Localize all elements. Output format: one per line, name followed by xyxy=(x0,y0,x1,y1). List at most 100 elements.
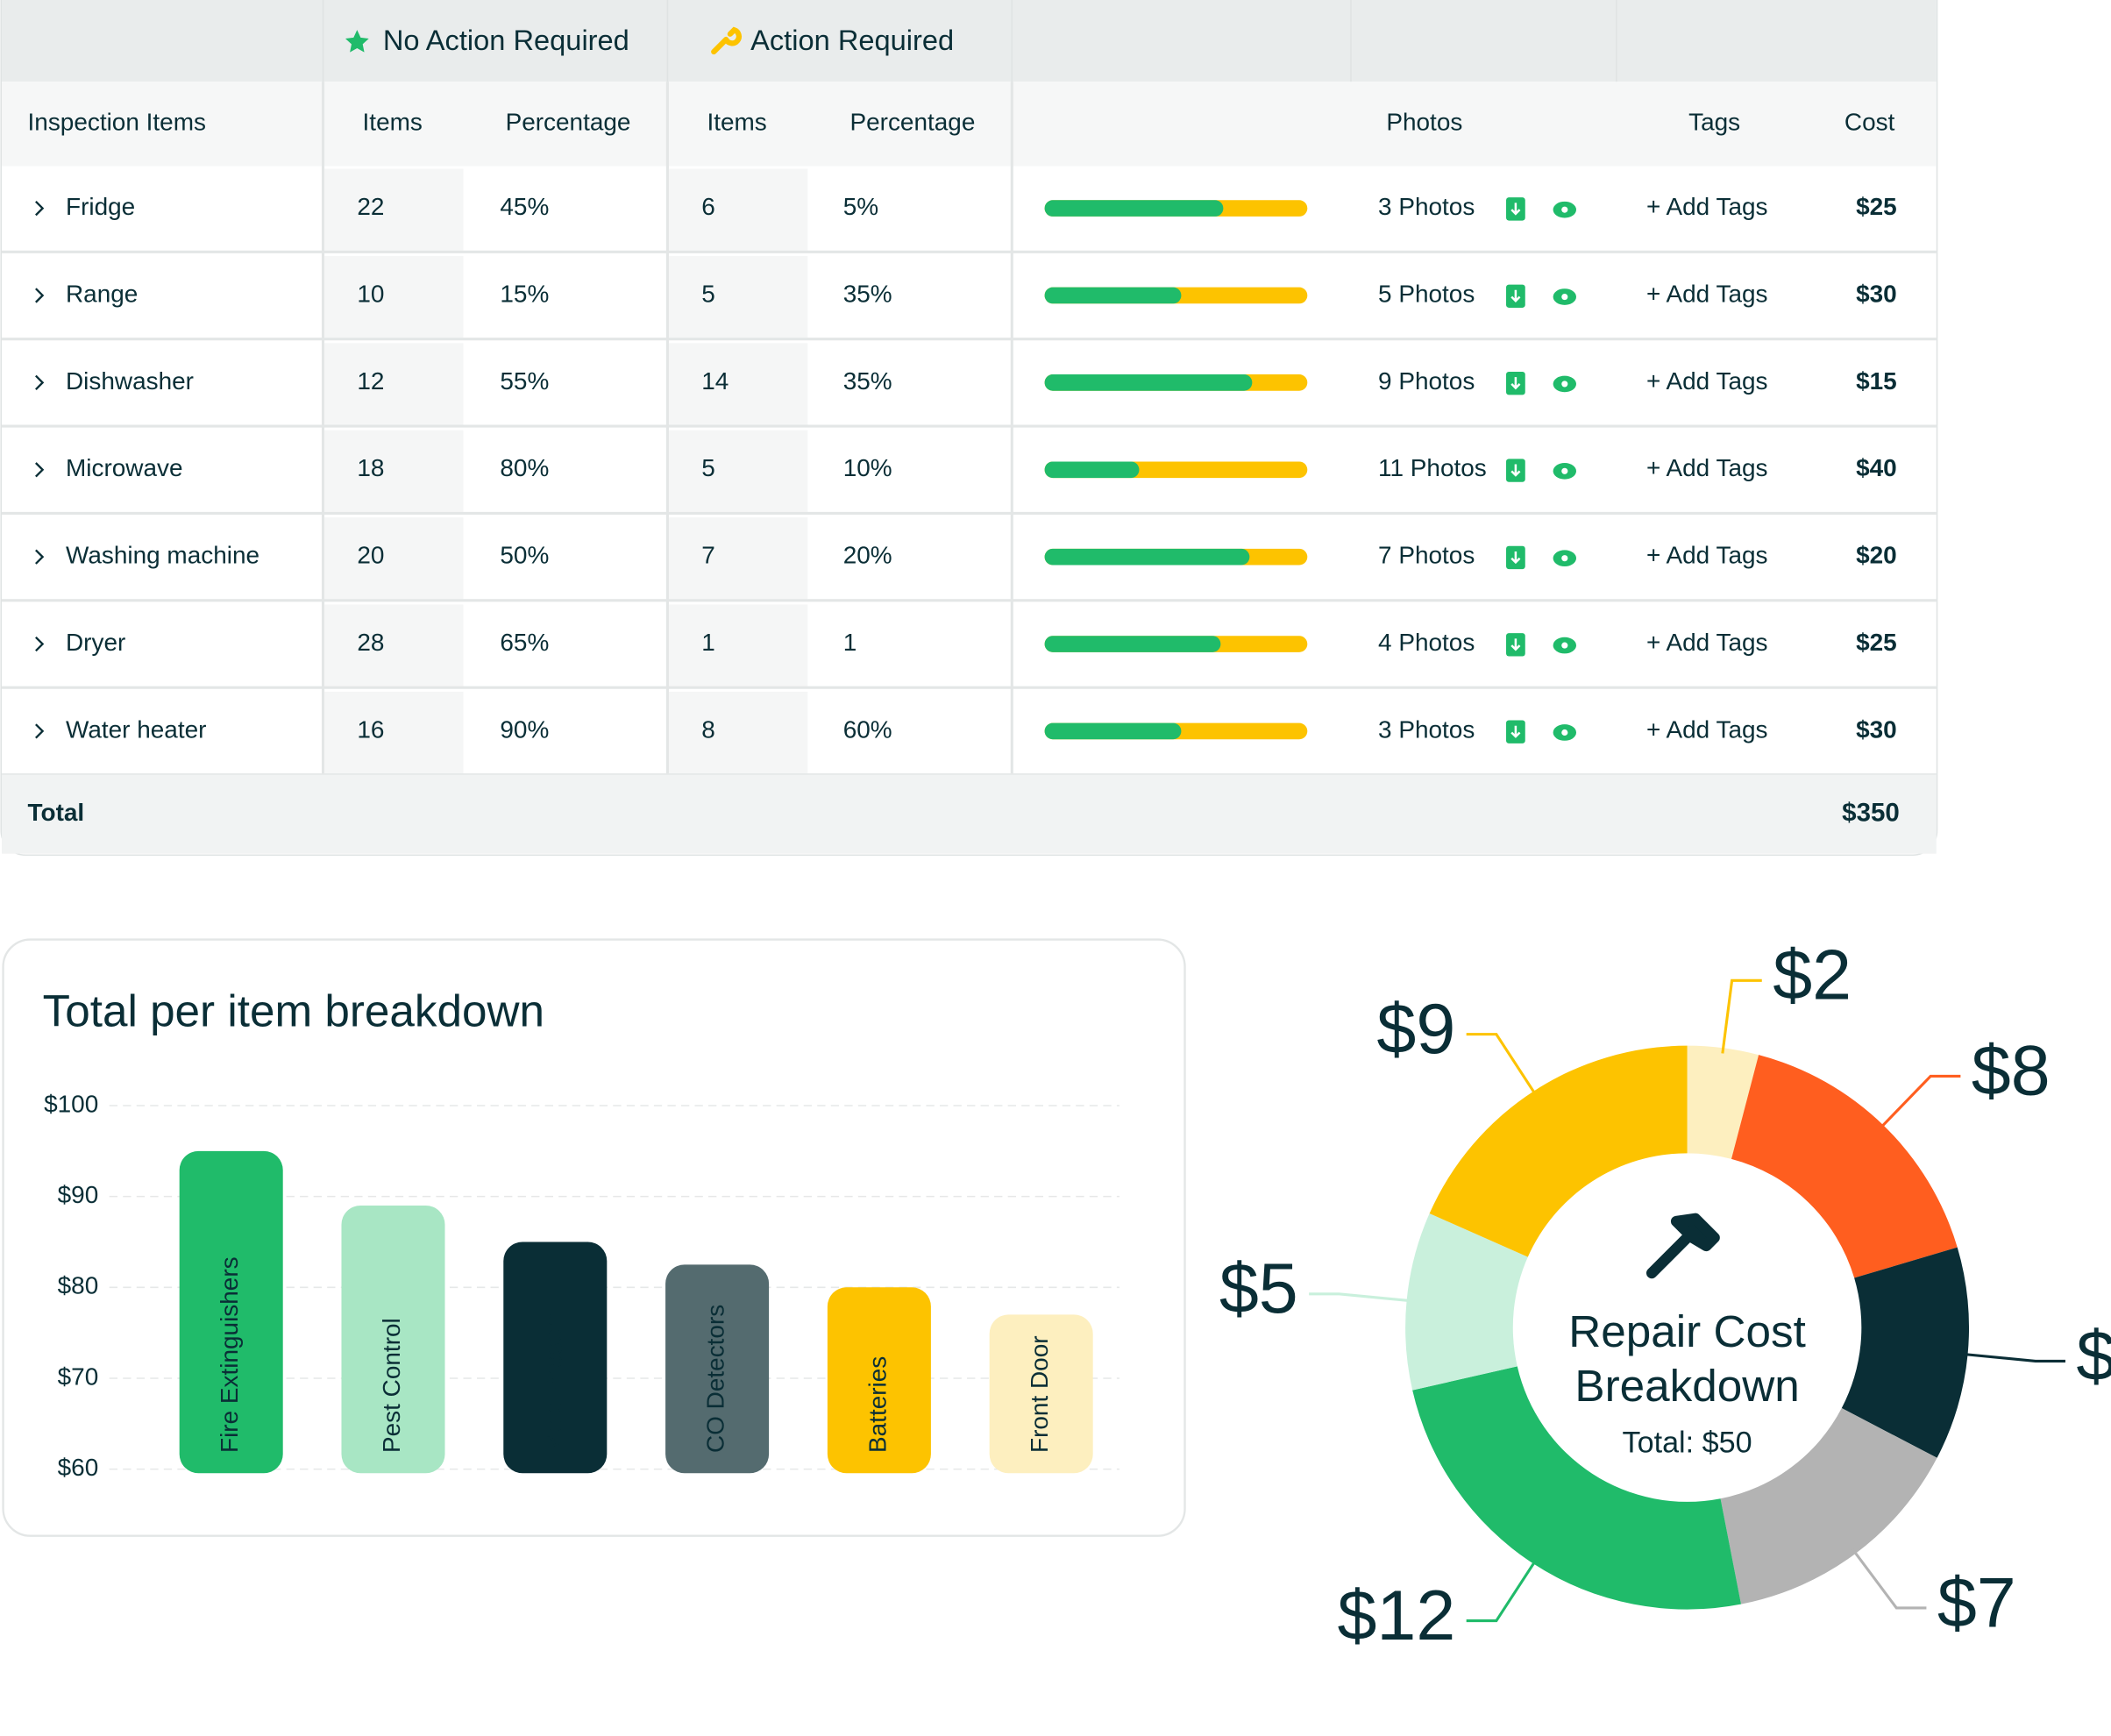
hammer-icon xyxy=(1645,1213,1720,1279)
expand-chevron[interactable] xyxy=(35,288,45,303)
leader-line xyxy=(1466,1033,1538,1097)
upload-arrow xyxy=(1510,203,1521,216)
items: 12 xyxy=(357,367,384,395)
items: 16 xyxy=(357,715,384,743)
value-label: $6 xyxy=(2076,1317,2111,1396)
upload-arrow xyxy=(1510,638,1521,651)
expand-chevron[interactable] xyxy=(35,636,45,652)
items-cell-bg xyxy=(668,343,808,425)
bar-label: Fire Extinguishers xyxy=(216,1256,243,1453)
photos[interactable]: 4 Photos xyxy=(1378,629,1475,656)
expand-chevron[interactable] xyxy=(35,374,45,390)
leader-line xyxy=(1466,1558,1538,1623)
total-value: $350 xyxy=(1842,798,1900,827)
items-cell-bg xyxy=(668,691,808,774)
y-tick-label: $70 xyxy=(58,1362,99,1390)
items: 1 xyxy=(701,629,715,656)
upload-arrow xyxy=(1510,725,1521,738)
column-header: Percentage xyxy=(849,109,975,136)
items: 22 xyxy=(357,193,384,220)
items: 5 xyxy=(701,280,715,307)
photos[interactable]: 3 Photos xyxy=(1378,715,1475,743)
donut-segment xyxy=(1412,1366,1742,1610)
column-header: Items xyxy=(363,109,423,136)
y-tick-label: $100 xyxy=(44,1090,98,1117)
items: 7 xyxy=(701,542,715,569)
view-pupil xyxy=(1561,642,1568,649)
donut-segment xyxy=(1731,1055,1958,1278)
total-row-bg xyxy=(2,774,1937,854)
percentage: 10% xyxy=(843,454,892,481)
view-pupil xyxy=(1561,467,1568,474)
donut-title: Repair Cost Breakdown xyxy=(1568,1306,1806,1410)
add-tags[interactable]: + Add Tags xyxy=(1646,629,1768,656)
cost: $25 xyxy=(1856,193,1897,220)
value-label: $12 xyxy=(1338,1576,1456,1655)
percentage: 80% xyxy=(500,454,549,481)
donut-segment xyxy=(1687,1045,1759,1159)
add-tags[interactable]: + Add Tags xyxy=(1646,193,1768,220)
add-tags[interactable]: + Add Tags xyxy=(1646,542,1768,569)
chart-title: Total per item breakdown xyxy=(43,985,544,1035)
percentage: 20% xyxy=(843,542,892,569)
item-name: Washing machine xyxy=(66,542,259,569)
expand-chevron[interactable] xyxy=(35,462,45,478)
items: 6 xyxy=(701,193,715,220)
photos[interactable]: 3 Photos xyxy=(1378,193,1475,220)
group-header-bg xyxy=(2,0,1937,82)
bar-label: Pest Control xyxy=(378,1318,405,1453)
item-name: Range xyxy=(66,280,138,307)
photos[interactable]: 7 Photos xyxy=(1378,542,1475,569)
items: 10 xyxy=(357,280,384,307)
items-cell-bg xyxy=(324,604,464,687)
group-header: No Action Required xyxy=(383,24,629,56)
items-cell-bg xyxy=(324,168,464,251)
bar-label: CO Detectors xyxy=(701,1305,729,1453)
cost: $30 xyxy=(1856,715,1897,743)
percentage: 35% xyxy=(843,280,892,307)
items: 20 xyxy=(357,542,384,569)
add-tags[interactable]: + Add Tags xyxy=(1646,280,1768,307)
view-pupil xyxy=(1561,555,1568,562)
total-label: Total xyxy=(28,799,85,826)
leader-line xyxy=(1721,978,1762,1054)
items-cell-bg xyxy=(324,343,464,425)
photos[interactable]: 9 Photos xyxy=(1378,367,1475,395)
upload-arrow xyxy=(1510,551,1521,565)
column-header: Inspection Items xyxy=(28,109,206,136)
y-tick-label: $90 xyxy=(58,1181,99,1208)
bar-label: Batteries xyxy=(864,1356,891,1453)
value-label: $2 xyxy=(1773,936,1852,1015)
items: 14 xyxy=(701,367,729,395)
view-pupil xyxy=(1561,206,1568,213)
cost: $15 xyxy=(1856,367,1897,395)
items-cell-bg xyxy=(668,604,808,687)
expand-chevron[interactable] xyxy=(35,549,45,565)
leader-line xyxy=(1878,1074,1961,1130)
cost: $20 xyxy=(1856,542,1897,569)
expand-chevron[interactable] xyxy=(35,201,45,217)
star-icon xyxy=(345,30,369,53)
add-tags[interactable]: + Add Tags xyxy=(1646,715,1768,743)
bar xyxy=(341,1206,445,1474)
items-cell-bg xyxy=(668,168,808,251)
item-name: Fridge xyxy=(66,193,135,220)
cost: $25 xyxy=(1856,629,1897,656)
cost: $40 xyxy=(1856,454,1897,481)
photos[interactable]: 11 Photos xyxy=(1378,454,1487,481)
expand-chevron[interactable] xyxy=(35,723,45,739)
items-cell-bg xyxy=(324,517,464,600)
column-header: Photos xyxy=(1386,109,1462,136)
add-tags[interactable]: + Add Tags xyxy=(1646,367,1768,395)
items-cell-bg xyxy=(324,430,464,512)
leader-line xyxy=(1851,1547,1927,1610)
photos[interactable]: 5 Photos xyxy=(1378,280,1475,307)
items: 28 xyxy=(357,629,384,656)
column-header: Cost xyxy=(1844,109,1895,136)
add-tags[interactable]: + Add Tags xyxy=(1646,454,1768,481)
donut-segment xyxy=(1429,1045,1688,1257)
upload-arrow xyxy=(1510,464,1521,477)
value-label: $5 xyxy=(1219,1249,1298,1328)
progress-fill xyxy=(1044,461,1140,479)
